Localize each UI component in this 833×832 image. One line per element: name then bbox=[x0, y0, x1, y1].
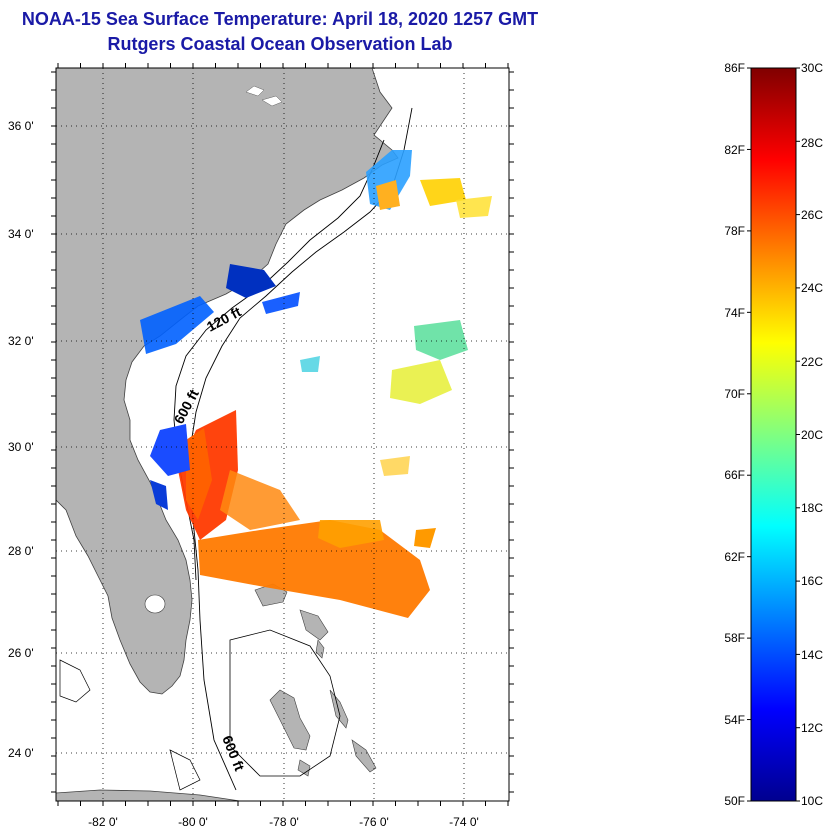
colorbar-c-label: 12C bbox=[801, 721, 823, 735]
colorbar-c-label: 10C bbox=[801, 794, 823, 808]
map-grid bbox=[56, 68, 509, 801]
colorbar-c-label: 22C bbox=[801, 355, 823, 369]
land-cuba bbox=[56, 789, 241, 801]
lake-okeechobee bbox=[144, 594, 166, 614]
colorbar-f-label: 50F bbox=[724, 794, 745, 808]
lon-label: -80 0' bbox=[178, 815, 208, 829]
lon-label: -76 0' bbox=[359, 815, 389, 829]
colorbar-c-label: 20C bbox=[801, 428, 823, 442]
sst-data bbox=[140, 150, 492, 618]
colorbar-f-label: 66F bbox=[724, 468, 745, 482]
colorbar-f-label: 74F bbox=[724, 306, 745, 320]
lat-label: 26 0' bbox=[8, 646, 34, 660]
map-subtitle: Rutgers Coastal Ocean Observation Lab bbox=[107, 34, 453, 54]
isobath-600ft bbox=[189, 107, 413, 791]
colorbar bbox=[750, 67, 797, 802]
land-bahamas-andros bbox=[269, 689, 311, 751]
isobath-bahamas bbox=[229, 629, 341, 777]
colorbar-f-label: 78F bbox=[724, 224, 745, 238]
lon-label: -74 0' bbox=[449, 815, 479, 829]
lat-label: 30 0' bbox=[8, 440, 34, 454]
colorbar-f-label: 70F bbox=[724, 387, 745, 401]
lat-label: 28 0' bbox=[8, 544, 34, 558]
colorbar-c-label: 14C bbox=[801, 648, 823, 662]
lat-label: 32 0' bbox=[8, 334, 34, 348]
colorbar-f-label: 58F bbox=[724, 631, 745, 645]
colorbar-c-label: 28C bbox=[801, 136, 823, 150]
lat-label: 36 0' bbox=[8, 119, 34, 133]
land-bahamas-south bbox=[297, 689, 377, 777]
colorbar-f-label: 86F bbox=[724, 61, 745, 75]
colorbar-c-label: 18C bbox=[801, 501, 823, 515]
lat-label: 34 0' bbox=[8, 227, 34, 241]
colorbar-f-label: 62F bbox=[724, 550, 745, 564]
lon-label: -82 0' bbox=[88, 815, 118, 829]
isobath-misc bbox=[59, 659, 201, 791]
lat-label: 24 0' bbox=[8, 746, 34, 760]
colorbar-f-label: 82F bbox=[724, 143, 745, 157]
colorbar-c-label: 24C bbox=[801, 281, 823, 295]
lakes-north bbox=[245, 85, 283, 107]
lon-label: -78 0' bbox=[269, 815, 299, 829]
colorbar-f-label: 54F bbox=[724, 713, 745, 727]
colorbar-ticks bbox=[747, 67, 800, 802]
colorbar-c-label: 26C bbox=[801, 208, 823, 222]
colorbar-c-label: 30C bbox=[801, 61, 823, 75]
map-ticks bbox=[51, 63, 514, 806]
map-title: NOAA-15 Sea Surface Temperature: April 1… bbox=[21, 9, 539, 29]
colorbar-c-label: 16C bbox=[801, 574, 823, 588]
